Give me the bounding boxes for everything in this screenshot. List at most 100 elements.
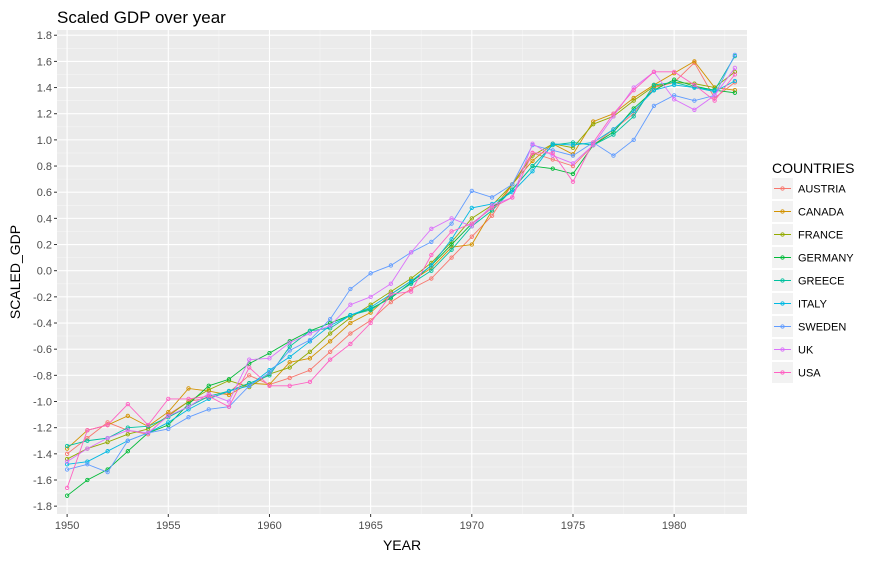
data-point-italy — [105, 449, 110, 454]
data-point-sweden — [570, 153, 576, 158]
data-point-sweden — [166, 426, 171, 432]
y-tick-label: -0.2 — [33, 292, 52, 304]
y-tick-label: -1.2 — [33, 423, 52, 435]
data-point-sweden — [429, 239, 434, 245]
data-point-italy — [651, 88, 657, 93]
data-point-uk — [247, 357, 252, 362]
y-tick-label: -1.6 — [33, 475, 52, 487]
x-tick-label: 1980 — [662, 520, 686, 532]
data-point-usa — [388, 292, 394, 297]
data-point-usa — [550, 150, 555, 156]
y-axis: -1.8 -1.6 -1.4 -1.2 -1.0 -0.8 -0.6 -0.4 -0.2 0.0 0… — [33, 30, 57, 513]
legend-key-point — [780, 370, 785, 375]
data-point-italy — [368, 305, 373, 310]
data-point-uk — [206, 391, 211, 396]
data-point-austria — [388, 299, 394, 305]
data-point-sweden — [469, 188, 474, 194]
data-point-sweden — [368, 271, 373, 276]
data-point-greece — [408, 281, 414, 286]
data-point-greece — [510, 187, 515, 192]
data-point-uk — [226, 399, 232, 404]
data-point-france — [206, 387, 211, 392]
legend-item-canada: CANADA — [772, 201, 845, 222]
data-point-usa — [408, 289, 414, 294]
data-point-canada — [368, 310, 373, 315]
data-point-austria — [550, 157, 555, 162]
data-point-austria — [570, 163, 576, 169]
data-point-sweden — [489, 195, 495, 200]
data-point-canada — [530, 158, 535, 163]
data-point-italy — [85, 459, 90, 464]
data-point-uk — [145, 430, 151, 436]
y-tick-label: -0.8 — [33, 370, 52, 382]
data-point-austria — [307, 367, 313, 373]
data-point-canada — [732, 88, 738, 93]
legend-key-point — [780, 255, 785, 260]
data-point-greece — [267, 373, 272, 378]
data-point-greece — [125, 425, 130, 430]
data-point-sweden — [672, 93, 677, 98]
legend-key-point — [780, 347, 785, 352]
data-point-germany — [672, 77, 677, 82]
data-point-usa — [449, 229, 454, 234]
legend-label: AUSTRIA — [798, 184, 846, 196]
data-point-germany — [449, 242, 454, 247]
data-point-italy — [732, 78, 738, 84]
data-point-sweden — [328, 316, 333, 322]
data-point-uk — [672, 97, 677, 102]
series-line-sweden — [67, 54, 736, 473]
legend-label: FRANCE — [798, 230, 843, 242]
y-tick-label: 1.4 — [37, 83, 52, 95]
legend-key-point — [780, 324, 785, 329]
data-point-usa — [692, 82, 697, 88]
y-tick-label: 0.0 — [37, 266, 52, 278]
data-point-sweden — [651, 103, 657, 109]
data-point-greece — [429, 268, 434, 273]
data-point-austria — [348, 331, 353, 336]
data-point-greece — [64, 443, 70, 449]
data-point-sweden — [388, 263, 394, 268]
data-point-usa — [206, 394, 211, 399]
data-point-germany — [550, 166, 555, 171]
legend-label: GREECE — [798, 276, 844, 288]
y-axis-title: SCALED_GDP — [7, 225, 23, 319]
data-point-germany — [125, 449, 130, 454]
data-point-usa — [328, 357, 333, 362]
data-point-france — [631, 98, 636, 103]
x-tick-label: 1955 — [156, 520, 180, 532]
data-point-italy — [692, 85, 697, 90]
data-point-usa — [247, 365, 252, 370]
data-point-germany — [611, 129, 616, 135]
data-point-italy — [611, 127, 616, 132]
y-tick-label: -0.6 — [33, 344, 52, 356]
data-point-france — [591, 122, 596, 127]
data-point-greece — [570, 140, 576, 145]
data-point-usa — [125, 401, 130, 407]
data-point-sweden — [307, 337, 313, 343]
legend-item-germany: GERMANY — [772, 247, 854, 268]
data-point-germany — [732, 90, 738, 95]
x-tick-label: 1965 — [358, 520, 382, 532]
data-point-italy — [287, 354, 292, 360]
y-tick-label: -0.4 — [33, 318, 52, 330]
data-point-uk — [469, 224, 474, 229]
data-point-canada — [125, 413, 130, 419]
data-point-greece — [530, 163, 535, 169]
data-point-usa — [510, 195, 515, 200]
legend-label: SWEDEN — [798, 322, 846, 334]
series-line-austria — [66, 61, 736, 455]
data-point-germany — [186, 401, 191, 407]
legend-key-point — [780, 209, 785, 214]
data-point-uk — [570, 161, 576, 166]
x-axis-title: YEAR — [383, 537, 421, 553]
data-point-uk — [64, 459, 70, 464]
data-point-uk — [348, 302, 353, 307]
data-point-usa — [145, 422, 151, 428]
y-tick-label: 1.0 — [37, 135, 52, 147]
data-point-italy — [186, 407, 191, 412]
data-point-germany — [64, 493, 70, 498]
data-point-france — [732, 69, 738, 75]
legend-label: UK — [798, 345, 814, 357]
